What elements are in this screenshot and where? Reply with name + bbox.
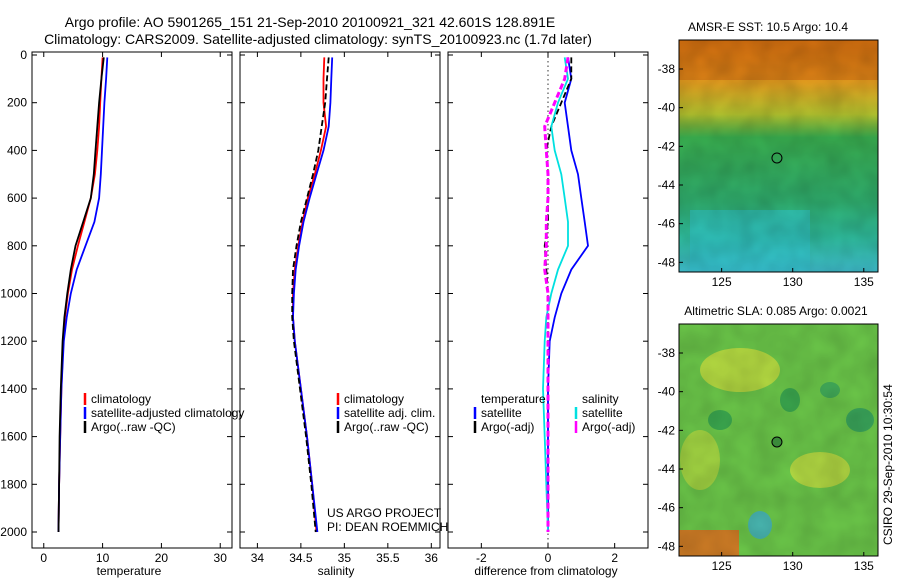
- sla-map-frame: [678, 323, 879, 557]
- legend-label-satellite: satellite-adjusted climatology: [91, 406, 244, 420]
- x-tick-label: 36: [425, 551, 439, 565]
- y-tick-label: 1200: [0, 334, 27, 348]
- series-line-temperature-satellite: [547, 57, 589, 532]
- map-y-tick-label: -44: [658, 178, 676, 192]
- salinity-panel: [239, 51, 441, 549]
- sst-map: [679, 40, 878, 272]
- legend-label-temp-satellite: satellite: [481, 406, 522, 420]
- side-timestamp-label: CSIRO 29-Sep-2010 10:30:54: [881, 384, 895, 545]
- map-y-tick-label: -44: [658, 462, 676, 476]
- legend-label-temp-argo: Argo(-adj): [481, 420, 534, 434]
- salinity-xlabel: salinity: [318, 564, 355, 578]
- map-y-tick-label: -38: [658, 62, 676, 76]
- legend-title-salinity: salinity: [582, 392, 619, 406]
- x-tick-label: -2: [476, 551, 487, 565]
- legend-label-argo: Argo(..raw -QC): [344, 420, 429, 434]
- figure-title-line2: Climatology: CARS2009. Satellite-adjuste…: [44, 31, 592, 47]
- series-line-satellite-adjusted-climatology: [57, 57, 109, 533]
- y-tick-label: 200: [7, 96, 27, 110]
- map-y-tick-label: -40: [658, 385, 676, 399]
- x-tick-label: 35: [338, 551, 352, 565]
- credit-line1: US ARGO PROJECT: [327, 506, 442, 520]
- sst-argo-marker: [771, 152, 783, 164]
- legend-label-climatology: climatology: [344, 392, 404, 406]
- sla-argo-marker: [771, 436, 783, 448]
- temperature-xlabel: temperature: [97, 564, 162, 578]
- series-line-salinity-satellite: [542, 57, 569, 533]
- map-x-tick-label: 135: [854, 275, 874, 289]
- y-tick-label: 800: [7, 239, 27, 253]
- x-tick-label: 34.5: [289, 551, 313, 565]
- map-x-tick-label: 125: [712, 559, 732, 573]
- x-tick-label: 34: [251, 551, 265, 565]
- sst-map-title: AMSR-E SST: 10.5 Argo: 10.4: [688, 20, 848, 34]
- y-tick-label: 1600: [0, 430, 27, 444]
- series-line-argo-raw-qc-: [57, 57, 105, 533]
- map-x-tick-label: 135: [854, 559, 874, 573]
- y-tick-label: 1000: [0, 287, 27, 301]
- x-tick-label: 2: [611, 551, 618, 565]
- x-tick-label: 30: [214, 551, 228, 565]
- legend-label-sal-satellite: satellite: [582, 406, 623, 420]
- temperature-panel: [31, 51, 233, 549]
- legend-label-sal-argo: Argo(-adj): [582, 420, 635, 434]
- figure-title-line1: Argo profile: AO 5901265_151 21-Sep-2010…: [65, 14, 555, 30]
- map-y-tick-label: -42: [658, 423, 676, 437]
- map-y-tick-label: -48: [658, 539, 676, 553]
- salinity-legend: climatology satellite adj. clim. Argo(..…: [336, 392, 435, 434]
- y-tick-label: 0: [20, 48, 27, 62]
- y-tick-label: 400: [7, 143, 27, 157]
- map-y-tick-label: -38: [658, 346, 676, 360]
- difference-plot: -2 0 2: [448, 52, 648, 565]
- x-tick-label: 10: [96, 551, 110, 565]
- sst-map-frame: [678, 39, 879, 273]
- series-line-climatology: [57, 57, 104, 533]
- credit-line2: PI: DEAN ROEMMICH: [327, 520, 448, 534]
- map-x-tick-label: 130: [783, 559, 803, 573]
- legend-title-temperature: temperature: [481, 392, 546, 406]
- salinity-plot: 34 34.5 35 35.5 36: [240, 52, 440, 565]
- series-line-argo-raw-qc-: [291, 57, 330, 533]
- difference-xlabel: difference from climatology: [474, 564, 617, 578]
- legend-label-argo: Argo(..raw -QC): [91, 420, 176, 434]
- map-x-tick-label: 130: [783, 275, 803, 289]
- series-line-salinity-argo-adj-: [543, 57, 570, 532]
- map-y-tick-label: -46: [658, 501, 676, 515]
- y-tick-label: 2000: [0, 525, 27, 539]
- sla-map: [679, 324, 878, 556]
- temperature-plot: 0 10 20 30 0 200 400 600 800 1000 1200 1400 1600 1800…: [0, 48, 232, 565]
- x-tick-label: 0: [40, 551, 47, 565]
- x-tick-label: 0: [545, 551, 552, 565]
- temperature-legend: climatology satellite-adjusted climatolo…: [83, 392, 244, 434]
- legend-label-satellite: satellite adj. clim.: [344, 406, 435, 420]
- y-tick-label: 600: [7, 191, 27, 205]
- x-tick-label: 35.5: [376, 551, 400, 565]
- x-tick-label: 20: [155, 551, 169, 565]
- sst-texture: [679, 40, 878, 272]
- sla-map-title: Altimetric SLA: 0.085 Argo: 0.0021: [684, 304, 868, 318]
- y-tick-label: 1400: [0, 382, 27, 396]
- legend-label-climatology: climatology: [91, 392, 151, 406]
- sst-axes: 125 130 135 -38 -40 -42 -44 -46 -48: [658, 62, 874, 289]
- y-tick-label: 1800: [0, 477, 27, 491]
- map-y-tick-label: -42: [658, 139, 676, 153]
- map-x-tick-label: 125: [712, 275, 732, 289]
- map-y-tick-label: -48: [658, 255, 676, 269]
- map-y-tick-label: -40: [658, 101, 676, 115]
- difference-legend: temperature salinity satellite Argo(-adj…: [473, 392, 635, 434]
- map-y-tick-label: -46: [658, 217, 676, 231]
- sla-axes: 125 130 135 -38 -40 -42 -44 -46 -48: [658, 346, 874, 573]
